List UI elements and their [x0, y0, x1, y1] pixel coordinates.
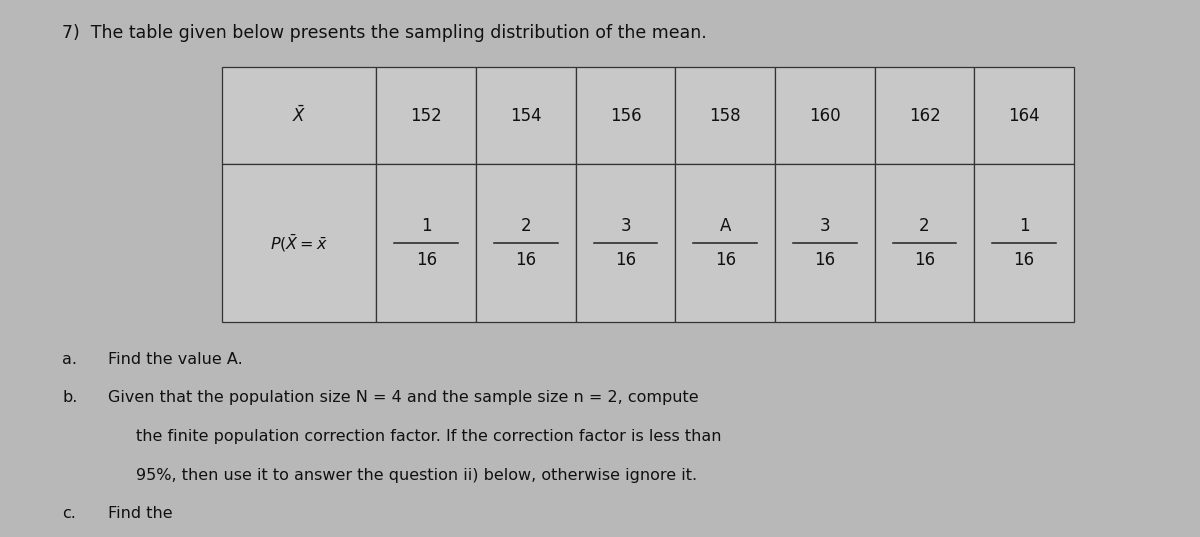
- Text: Given that the population size N = 4 and the sample size n = 2, compute: Given that the population size N = 4 and…: [108, 390, 698, 405]
- Text: A: A: [720, 217, 731, 235]
- Text: 156: 156: [610, 106, 641, 125]
- Text: 2: 2: [521, 217, 532, 235]
- Text: Find the value A.: Find the value A.: [108, 352, 242, 367]
- Text: 158: 158: [709, 106, 742, 125]
- Text: 154: 154: [510, 106, 541, 125]
- Text: $P(\bar{X} = \bar{x}$: $P(\bar{X} = \bar{x}$: [270, 233, 329, 254]
- Text: 16: 16: [815, 251, 835, 270]
- Text: 16: 16: [715, 251, 736, 270]
- Text: 164: 164: [1008, 106, 1040, 125]
- Text: 16: 16: [415, 251, 437, 270]
- Text: $\bar{X}$: $\bar{X}$: [292, 105, 306, 126]
- Text: Find the: Find the: [108, 506, 173, 521]
- Text: 7)  The table given below presents the sampling distribution of the mean.: 7) The table given below presents the sa…: [62, 24, 707, 42]
- Text: 16: 16: [1014, 251, 1034, 270]
- Text: 16: 16: [914, 251, 935, 270]
- Text: 160: 160: [809, 106, 841, 125]
- Text: 1: 1: [1019, 217, 1030, 235]
- Text: c.: c.: [62, 506, 77, 521]
- Text: 1: 1: [421, 217, 432, 235]
- Text: 16: 16: [616, 251, 636, 270]
- Text: 162: 162: [908, 106, 941, 125]
- Text: b.: b.: [62, 390, 78, 405]
- Text: 16: 16: [515, 251, 536, 270]
- Text: 3: 3: [620, 217, 631, 235]
- Text: 152: 152: [410, 106, 442, 125]
- Text: the finite population correction factor. If the correction factor is less than: the finite population correction factor.…: [136, 429, 721, 444]
- Text: 2: 2: [919, 217, 930, 235]
- Text: 95%, then use it to answer the question ii) below, otherwise ignore it.: 95%, then use it to answer the question …: [136, 468, 697, 483]
- Text: 3: 3: [820, 217, 830, 235]
- Text: a.: a.: [62, 352, 78, 367]
